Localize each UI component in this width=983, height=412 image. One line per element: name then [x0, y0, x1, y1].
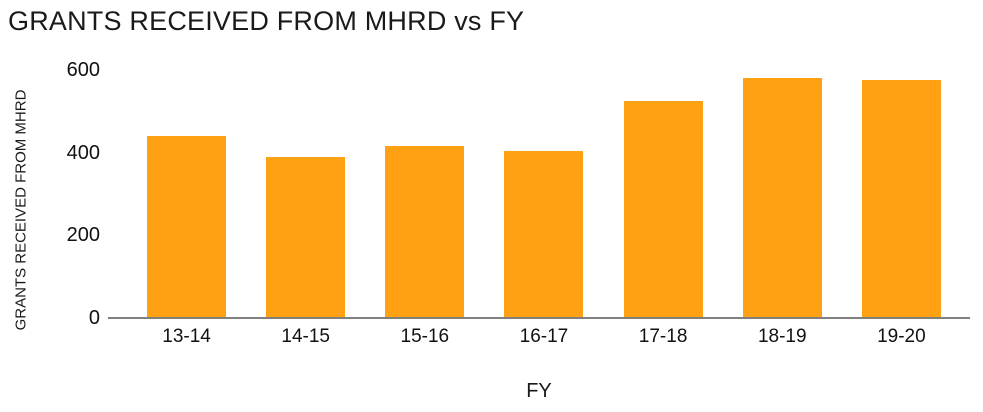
x-tick-label: 14-15: [281, 326, 330, 347]
chart-title: GRANTS RECEIVED FROM MHRD vs FY: [8, 6, 525, 36]
bar-16-17: [504, 150, 584, 318]
y-tick-label: 200: [66, 224, 100, 247]
x-axis-title: FY: [526, 380, 552, 402]
x-tick-label: 16-17: [519, 326, 569, 347]
x-tick-label: 18-19: [757, 326, 807, 347]
bar-13-14: [147, 136, 227, 318]
x-tick-label: 13-14: [162, 326, 211, 347]
x-axis-line: [108, 317, 970, 319]
y-tick-label: 0: [88, 307, 100, 329]
y-tick-label: 400: [66, 141, 100, 164]
x-tick-label: 19-20: [877, 326, 926, 347]
y-tick-label: 600: [66, 59, 100, 81]
y-axis-title: GRANTS RECEIVED FROM MHRD: [12, 89, 30, 331]
bar-17-18: [623, 101, 703, 318]
bar-15-16: [385, 146, 465, 318]
bar-18-19: [742, 78, 822, 318]
x-tick-label: 15-16: [400, 326, 450, 347]
bar-19-20: [861, 80, 941, 318]
x-tick-label: 17-18: [638, 326, 688, 347]
bar-14-15: [266, 156, 346, 318]
